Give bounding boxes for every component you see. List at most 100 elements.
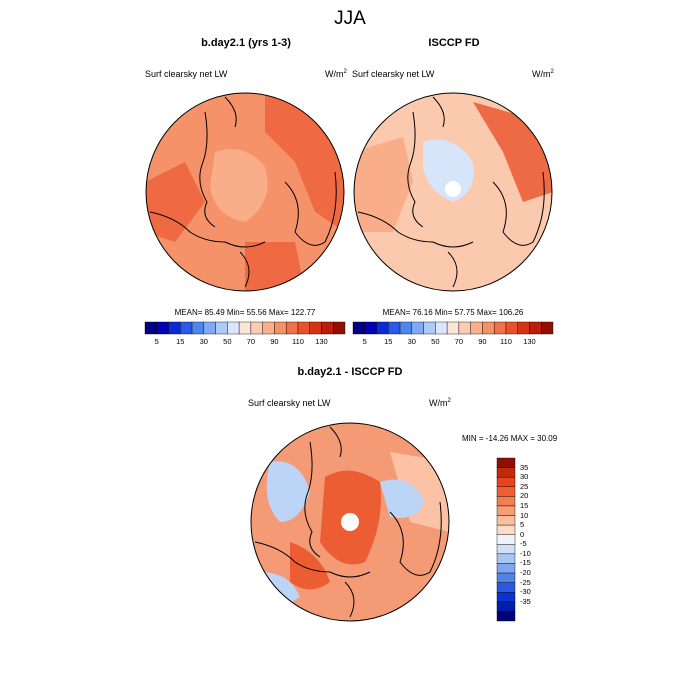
diff-panel-title: b.day2.1 - ISCCP FD xyxy=(297,366,403,378)
colorbar-swatch xyxy=(191,321,205,335)
figure-title: JJA xyxy=(334,8,366,29)
panel2-title: ISCCP FD xyxy=(428,37,480,49)
diff-colorbar-tick-label: 10 xyxy=(520,510,529,520)
colorbar-swatch xyxy=(376,321,389,335)
diff-colorbar-tick-label: 30 xyxy=(520,472,529,482)
diff-cool-region-2 xyxy=(380,479,425,518)
colorbar-tick-label: 70 xyxy=(454,337,464,346)
diff-colorbar-swatch xyxy=(496,563,516,574)
panel2-cool-region xyxy=(423,139,474,202)
diff-colorbar-swatch xyxy=(496,592,516,603)
diff-colorbar xyxy=(496,457,516,622)
panel2-variable: Surf clearsky net LW xyxy=(352,69,435,79)
colorbar-swatch xyxy=(297,321,310,335)
colorbar-swatch xyxy=(215,321,228,335)
colorbar-swatch xyxy=(470,321,483,335)
colorbar-tick-label: 110 xyxy=(499,337,512,346)
colorbar-tick-label: 90 xyxy=(478,337,487,346)
colorbar-tick-label: 5 xyxy=(154,337,159,346)
colorbar-swatch xyxy=(274,321,287,335)
colorbar-tick-label: 110 xyxy=(291,337,304,346)
diff-coastlines xyxy=(254,426,442,618)
colorbar-swatch xyxy=(180,321,193,335)
colorbar-swatch xyxy=(517,321,530,335)
diff-colorbar-tick-label: -20 xyxy=(520,568,531,578)
panel1-warm-region xyxy=(210,149,268,222)
colorbar-swatch xyxy=(482,321,495,335)
diff-colorbar-tick-label: 20 xyxy=(520,491,529,501)
colorbar-tick-label: 70 xyxy=(246,337,256,346)
colorbar-swatch xyxy=(168,321,181,335)
diff-pole-hole xyxy=(341,513,359,531)
diff-hot-region-2 xyxy=(290,542,330,590)
panel2-stats: MEAN= 76.16 Min= 57.75 Max= 106.26 xyxy=(382,308,524,317)
panel2-warm-region xyxy=(354,137,413,232)
diff-colorbar-swatch xyxy=(496,553,516,564)
panel1-hot-region-3 xyxy=(245,242,305,291)
colorbar-swatch xyxy=(388,321,401,335)
colorbar-swatch xyxy=(285,321,299,335)
colorbar-tick-label: 130 xyxy=(523,337,536,346)
colorbar-swatch xyxy=(458,321,471,335)
diff-colorbar-tick-label: 5 xyxy=(520,520,525,530)
colorbar-tick-label: 5 xyxy=(362,337,367,346)
diff-colorbar-swatch xyxy=(496,486,516,497)
colorbar-swatch xyxy=(411,321,424,335)
colorbar-tick-label: 30 xyxy=(407,337,416,346)
diff-colorbar-swatch xyxy=(496,457,516,468)
diff-colorbar-swatch xyxy=(496,572,516,583)
colorbar-swatch xyxy=(144,321,157,335)
panel2-pole-hole xyxy=(445,181,461,197)
diff-colorbar-tick-label: 0 xyxy=(520,529,525,539)
diff-colorbar-swatch xyxy=(496,524,516,535)
colorbar-tick-label: 50 xyxy=(431,337,440,346)
diff-polar-map xyxy=(250,422,450,622)
diff-colorbar-swatch xyxy=(496,534,516,545)
panel2-units: W/m2 xyxy=(532,69,554,79)
panel1-colorbar xyxy=(144,321,346,335)
colorbar-swatch xyxy=(238,321,252,335)
diff-colorbar-tick-label: -15 xyxy=(520,558,531,568)
panel1-title: b.day2.1 (yrs 1-3) xyxy=(201,37,291,49)
colorbar-swatch xyxy=(529,321,542,335)
colorbar-tick-label: 50 xyxy=(223,337,232,346)
colorbar-swatch xyxy=(364,321,377,335)
diff-colorbar-tick-label: 25 xyxy=(520,481,529,491)
colorbar-swatch xyxy=(352,321,365,335)
colorbar-swatch xyxy=(435,321,448,335)
diff-panel-units: W/m2 xyxy=(429,398,451,408)
colorbar-swatch xyxy=(156,321,169,335)
panel1-coastlines xyxy=(149,96,337,288)
panel1-polar-map xyxy=(145,92,345,292)
diff-colorbar-swatch xyxy=(496,544,516,555)
diff-panel-stats: MIN = -14.26 MAX = 30.09 xyxy=(462,434,558,443)
diff-cool-region xyxy=(266,461,310,522)
panel1-stats: MEAN= 85.49 Min= 55.56 Max= 122.77 xyxy=(174,308,316,317)
diff-colorbar-swatch xyxy=(496,496,516,507)
diff-colorbar-swatch xyxy=(496,476,516,487)
diff-colorbar-swatch xyxy=(496,515,516,526)
diff-colorbar-swatch xyxy=(496,505,516,516)
diff-colorbar-swatch xyxy=(496,601,516,612)
panel2-polar-map xyxy=(353,92,553,292)
diff-panel-variable: Surf clearsky net LW xyxy=(248,398,331,408)
diff-colorbar-tick-label: -5 xyxy=(520,539,527,549)
diff-colorbar-tick-label: -30 xyxy=(520,587,531,597)
colorbar-swatch xyxy=(505,321,518,335)
diff-colorbar-swatch xyxy=(496,582,516,593)
panel2-colorbar xyxy=(352,321,554,335)
colorbar-swatch xyxy=(333,321,346,335)
colorbar-swatch xyxy=(262,321,275,335)
colorbar-swatch xyxy=(227,321,240,335)
panel1-variable: Surf clearsky net LW xyxy=(145,69,228,79)
colorbar-swatch xyxy=(446,321,460,335)
diff-colorbar-tick-label: 35 xyxy=(520,462,529,472)
colorbar-tick-label: 30 xyxy=(199,337,208,346)
colorbar-swatch xyxy=(541,321,554,335)
colorbar-tick-label: 15 xyxy=(176,337,185,346)
colorbar-tick-label: 15 xyxy=(384,337,393,346)
diff-colorbar-swatch xyxy=(496,611,516,622)
colorbar-swatch xyxy=(309,321,322,335)
colorbar-swatch xyxy=(399,321,413,335)
diff-colorbar-swatch xyxy=(496,467,516,478)
